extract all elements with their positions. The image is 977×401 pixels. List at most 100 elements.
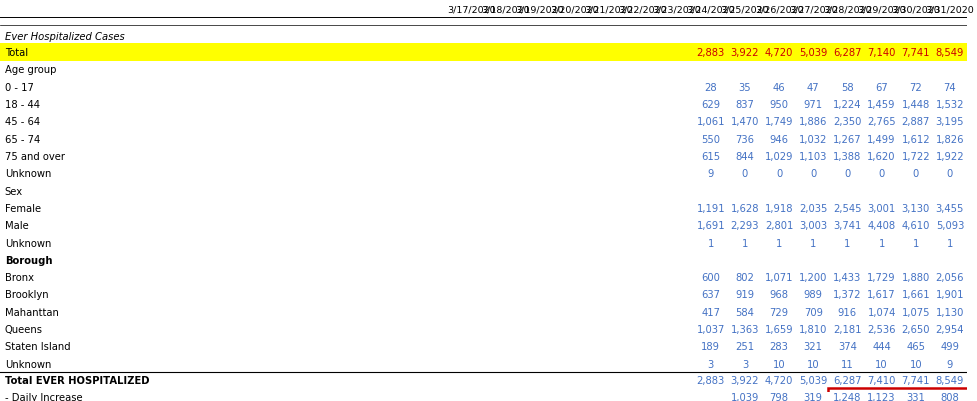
Text: 3,003: 3,003 (798, 221, 827, 231)
Text: 1: 1 (946, 238, 953, 248)
Text: 7,410: 7,410 (867, 375, 895, 385)
Text: 3,130: 3,130 (901, 203, 929, 213)
Text: 1: 1 (877, 238, 884, 248)
Text: 6,287: 6,287 (832, 48, 861, 58)
Text: 18 - 44: 18 - 44 (5, 100, 40, 110)
Text: 4,720: 4,720 (764, 48, 792, 58)
Text: 736: 736 (735, 134, 753, 144)
Text: 600: 600 (701, 273, 719, 282)
Text: 11: 11 (840, 359, 853, 369)
Text: 251: 251 (735, 342, 753, 352)
Text: 2,056: 2,056 (935, 273, 963, 282)
Text: 1,659: 1,659 (764, 324, 792, 334)
Text: 35: 35 (738, 83, 750, 93)
Text: 1,075: 1,075 (901, 307, 929, 317)
Text: 989: 989 (803, 290, 822, 300)
Text: 4,720: 4,720 (764, 375, 792, 385)
Text: 3/25/2020: 3/25/2020 (720, 5, 769, 14)
Text: 1,499: 1,499 (867, 134, 895, 144)
Text: 1,103: 1,103 (798, 152, 827, 162)
Text: 7,741: 7,741 (901, 375, 929, 385)
Text: 0: 0 (946, 169, 952, 179)
Text: Borough: Borough (5, 255, 53, 265)
Text: 1,448: 1,448 (901, 100, 929, 110)
Text: 1: 1 (809, 238, 816, 248)
Text: 1,039: 1,039 (730, 392, 758, 401)
Text: 2,181: 2,181 (832, 324, 861, 334)
Text: 1,729: 1,729 (867, 273, 895, 282)
Text: 0: 0 (775, 169, 782, 179)
Text: 74: 74 (943, 83, 956, 93)
Text: 58: 58 (840, 83, 853, 93)
Text: 1,810: 1,810 (798, 324, 827, 334)
Text: Sex: Sex (5, 186, 22, 196)
Text: 837: 837 (735, 100, 753, 110)
Text: 3/22/2020: 3/22/2020 (617, 5, 666, 14)
Text: 1,061: 1,061 (696, 117, 724, 127)
Text: 1,037: 1,037 (696, 324, 724, 334)
Text: 802: 802 (735, 273, 753, 282)
Text: 3,195: 3,195 (935, 117, 963, 127)
Text: 615: 615 (701, 152, 720, 162)
Text: 709: 709 (803, 307, 822, 317)
Text: 1,901: 1,901 (935, 290, 963, 300)
Text: 1,074: 1,074 (867, 307, 895, 317)
Text: 5,093: 5,093 (935, 221, 963, 231)
Text: 72: 72 (909, 83, 921, 93)
Text: 3,922: 3,922 (730, 375, 758, 385)
Text: 1,029: 1,029 (764, 152, 792, 162)
Text: 1,691: 1,691 (696, 221, 724, 231)
Text: 2,765: 2,765 (867, 117, 895, 127)
Text: 3/30/2020: 3/30/2020 (890, 5, 939, 14)
Text: 3/19/2020: 3/19/2020 (515, 5, 564, 14)
Text: 1,612: 1,612 (901, 134, 929, 144)
Text: 919: 919 (735, 290, 753, 300)
Text: 374: 374 (837, 342, 856, 352)
Text: 3/18/2020: 3/18/2020 (481, 5, 530, 14)
Text: 331: 331 (906, 392, 924, 401)
Text: 2,293: 2,293 (730, 221, 758, 231)
Text: 1,661: 1,661 (901, 290, 929, 300)
Text: 1,372: 1,372 (832, 290, 861, 300)
Text: 0: 0 (877, 169, 884, 179)
Text: 283: 283 (769, 342, 787, 352)
Text: 5,039: 5,039 (798, 375, 827, 385)
Text: 0: 0 (809, 169, 816, 179)
Text: Male: Male (5, 221, 28, 231)
Text: 1,433: 1,433 (832, 273, 861, 282)
Text: 2,883: 2,883 (696, 48, 724, 58)
Text: 2,883: 2,883 (696, 375, 724, 385)
Text: 1,267: 1,267 (832, 134, 861, 144)
Text: 65 - 74: 65 - 74 (5, 134, 40, 144)
Text: 798: 798 (769, 392, 787, 401)
Text: 1,130: 1,130 (935, 307, 963, 317)
Text: 499: 499 (940, 342, 958, 352)
Text: 47: 47 (806, 83, 819, 93)
Text: 1,224: 1,224 (832, 100, 861, 110)
Text: 950: 950 (769, 100, 787, 110)
Text: Female: Female (5, 203, 41, 213)
Text: 444: 444 (871, 342, 890, 352)
Text: 1,459: 1,459 (867, 100, 895, 110)
Text: 321: 321 (803, 342, 822, 352)
Text: 3/31/2020: 3/31/2020 (924, 5, 973, 14)
Text: 319: 319 (803, 392, 822, 401)
Text: 971: 971 (803, 100, 822, 110)
Text: 2,035: 2,035 (798, 203, 827, 213)
Text: 4,408: 4,408 (867, 221, 895, 231)
Text: 10: 10 (909, 359, 921, 369)
Text: Ever Hospitalized Cases: Ever Hospitalized Cases (5, 32, 124, 42)
Text: 1,722: 1,722 (901, 152, 929, 162)
Text: 3,001: 3,001 (867, 203, 895, 213)
Text: 3/24/2020: 3/24/2020 (686, 5, 735, 14)
Text: 1: 1 (775, 238, 782, 248)
Text: 1,628: 1,628 (730, 203, 758, 213)
Text: 1,248: 1,248 (832, 392, 861, 401)
Text: 3/21/2020: 3/21/2020 (583, 5, 632, 14)
Text: 28: 28 (703, 83, 716, 93)
Text: 9: 9 (706, 169, 713, 179)
Text: 1,191: 1,191 (696, 203, 724, 213)
Text: 1,532: 1,532 (935, 100, 963, 110)
Text: 3,741: 3,741 (832, 221, 861, 231)
Text: 0: 0 (912, 169, 918, 179)
